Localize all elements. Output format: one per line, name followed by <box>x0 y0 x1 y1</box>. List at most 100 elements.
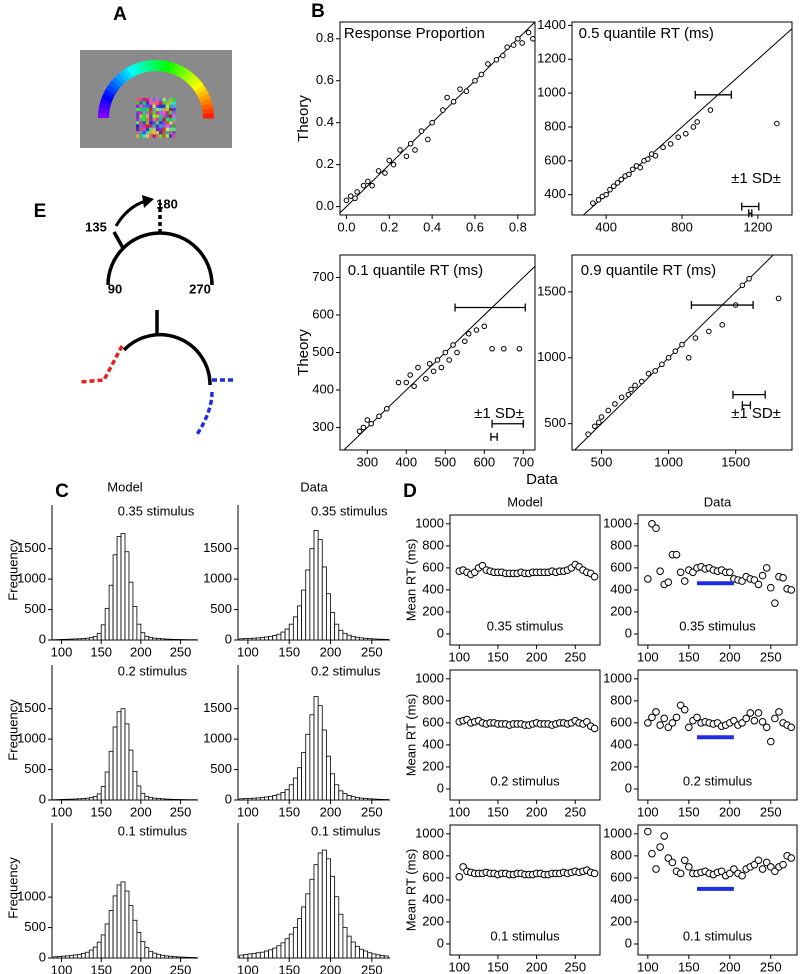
noise-pixel <box>159 127 163 132</box>
histogram-bar <box>255 952 261 959</box>
data-point <box>612 401 618 407</box>
data-point <box>672 713 681 722</box>
noise-pixel <box>149 131 153 135</box>
noise-pixel <box>145 111 150 115</box>
noise-pixel <box>149 101 153 105</box>
noise-pixel <box>155 117 160 122</box>
data-point <box>352 195 358 202</box>
annotation: 0.35 stimulus <box>487 618 564 633</box>
histogram-bar <box>284 628 290 641</box>
data-point <box>679 341 685 348</box>
histogram-bar <box>176 956 181 959</box>
x-tick-label: 1200 <box>743 219 772 234</box>
noise-pixel <box>169 111 173 115</box>
histogram-bar <box>80 798 86 801</box>
noise-pixel <box>172 127 176 132</box>
annotation: 0.2 stimulus <box>311 663 381 678</box>
y-tick-label: 0.8 <box>316 30 334 45</box>
histogram-bar <box>172 956 177 959</box>
histogram-bar <box>251 797 257 801</box>
noise-pixel <box>159 101 163 105</box>
data-point <box>628 386 634 393</box>
noise-pixel <box>165 104 170 108</box>
plot-frame <box>637 824 798 956</box>
histogram-bar <box>288 784 294 801</box>
data-point <box>775 295 782 302</box>
histogram-bar <box>247 797 253 801</box>
y-tick-label: 1000 <box>17 731 46 746</box>
histogram-bar <box>239 798 245 801</box>
data-point <box>395 379 402 386</box>
y-tick-label: 600 <box>610 714 632 729</box>
identity-line <box>339 21 536 214</box>
x-tick-label: 250 <box>170 804 192 819</box>
data-point <box>675 134 682 140</box>
histogram-bar <box>84 637 90 641</box>
blue-dashed <box>194 378 236 437</box>
data-point <box>738 871 746 880</box>
histogram-bar <box>100 624 106 641</box>
data-point <box>742 714 750 723</box>
histogram-bar <box>61 638 66 641</box>
noise-pixel <box>159 111 163 115</box>
data-point <box>403 379 410 386</box>
y-tick-label: 1500 <box>203 700 232 715</box>
data-point <box>489 345 495 352</box>
data-point <box>590 869 599 878</box>
histogram-bar <box>53 956 58 959</box>
color-wheel-segment <box>156 60 162 72</box>
data-point <box>637 164 644 171</box>
color-wheel-segment <box>103 88 116 99</box>
data-point <box>652 152 659 159</box>
y-tick-label: 1500 <box>537 283 566 298</box>
annotation: 0.1 stimulus <box>683 928 753 943</box>
x-tick-label: 100 <box>448 649 470 664</box>
noise-pixel <box>172 101 176 105</box>
noise-pixel <box>142 111 146 115</box>
x-tick-label: 150 <box>278 962 300 974</box>
data-point <box>652 708 660 716</box>
data-point <box>706 328 712 335</box>
color-wheel-segment <box>194 84 207 95</box>
y-tick-label: 600 <box>312 306 334 321</box>
y-tick-label: 1000 <box>603 515 632 530</box>
color-wheel-segment <box>175 65 186 78</box>
y-tick-label: 1200 <box>537 51 566 66</box>
histogram-bar <box>264 950 269 959</box>
y-tick-label: 0 <box>39 631 46 646</box>
annotation: 0.1 stimulus <box>490 928 560 943</box>
data-point <box>598 414 605 420</box>
data-point <box>418 128 425 134</box>
histogram-bar <box>379 638 385 641</box>
noise-pixel <box>136 131 140 135</box>
histogram-bar <box>342 793 348 801</box>
histogram-bar <box>338 629 344 641</box>
y-tick-label: 1000 <box>415 670 444 685</box>
noise-pixel <box>149 107 153 112</box>
histogram-bar <box>268 949 274 959</box>
x-tick-label: 100 <box>51 962 73 974</box>
noise-pixel <box>145 121 150 125</box>
histogram-bar <box>76 953 82 959</box>
data-point <box>779 860 787 869</box>
histogram-bar <box>92 795 98 801</box>
y-tick-label: 1400 <box>537 17 566 32</box>
x-tick-label: 100 <box>51 804 73 819</box>
histogram-bar <box>363 637 369 641</box>
error-bar <box>741 202 760 211</box>
noise-pixel <box>145 107 150 112</box>
noise-pixel <box>142 101 146 105</box>
y-tick-label: 400 <box>544 186 566 201</box>
x-tick-label: 100 <box>51 644 73 659</box>
noise-pixel <box>152 98 156 102</box>
plot-frame <box>449 824 601 956</box>
noise-pixel <box>155 114 160 118</box>
histogram-bar <box>73 798 78 801</box>
noise-pixel <box>136 127 140 132</box>
x-tick-label: 0.4 <box>423 219 441 234</box>
y-tick-label: 0 <box>39 949 46 964</box>
noise-pixel <box>169 134 173 138</box>
data-point <box>648 849 656 858</box>
y-tick-label: 400 <box>610 736 632 751</box>
y-tick-label: 800 <box>422 537 444 552</box>
